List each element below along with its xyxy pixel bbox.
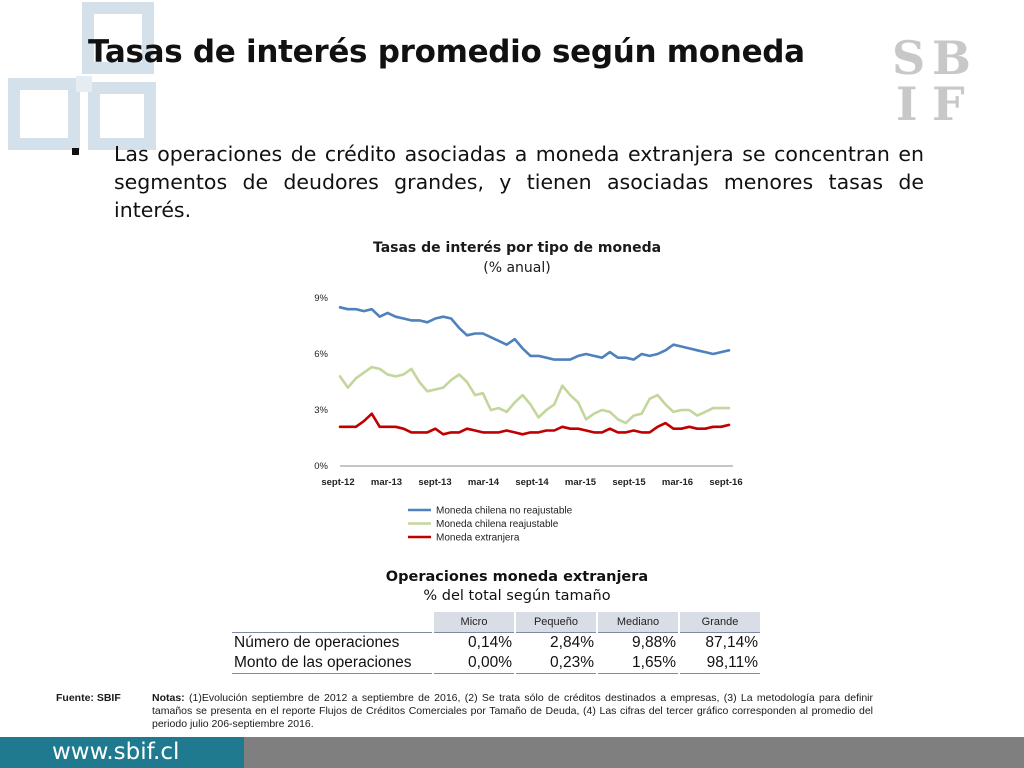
interest-rate-line-chart: 0% 3% 6% 9% sept-12 mar-13 sept-13 mar-14 sept-1… bbox=[314, 293, 742, 544]
series-line-3 bbox=[338, 412, 731, 436]
table-cell: 1,65% bbox=[598, 653, 678, 674]
table-header-blank bbox=[232, 612, 432, 632]
chart-title: Tasas de interés por tipo de moneda bbox=[372, 240, 662, 256]
y-tick-label: 9% bbox=[314, 293, 328, 304]
table-title: Operaciones moneda extranjera bbox=[385, 569, 649, 585]
y-tick-label: 3% bbox=[314, 405, 328, 416]
page-title: Tasas de interés promedio según moneda bbox=[88, 34, 805, 70]
table-row: Monto de las operaciones 0,00% 0,23% 1,6… bbox=[232, 653, 760, 674]
notes-label: Notas: bbox=[152, 692, 185, 704]
source-note: Fuente: SBIF bbox=[56, 692, 121, 704]
x-tick-label: sept-13 bbox=[418, 477, 451, 488]
x-tick-label: sept-15 bbox=[612, 477, 646, 488]
x-tick-label: sept-16 bbox=[709, 477, 742, 488]
table-cell: 98,11% bbox=[680, 653, 760, 674]
table-cell: 0,23% bbox=[516, 653, 596, 674]
table-subtitle: % del total según tamaño bbox=[423, 588, 611, 604]
y-tick-label: 0% bbox=[314, 461, 328, 472]
svg-text:F: F bbox=[932, 77, 965, 124]
table-cell: 9,88% bbox=[598, 632, 678, 653]
x-tick-label: mar-16 bbox=[662, 477, 693, 488]
table-row-label: Monto de las operaciones bbox=[232, 653, 432, 674]
table-cell: 0,00% bbox=[434, 653, 514, 674]
x-tick-label: mar-13 bbox=[371, 477, 402, 488]
table-header-micro: Micro bbox=[434, 612, 514, 632]
x-tick-label: sept-12 bbox=[321, 477, 354, 488]
series-line-1 bbox=[338, 305, 731, 361]
table-row: Número de operaciones 0,14% 2,84% 9,88% … bbox=[232, 632, 760, 653]
x-tick-label: mar-14 bbox=[468, 477, 500, 488]
legend-label: Moneda chilena no reajustable bbox=[436, 506, 573, 517]
footer-url-link[interactable]: www.sbif.cl bbox=[0, 737, 244, 768]
table-header-grande: Grande bbox=[680, 612, 760, 632]
x-tick-label: sept-14 bbox=[515, 477, 549, 488]
svg-text:S: S bbox=[892, 32, 925, 85]
table-header-mediano: Mediano bbox=[598, 612, 678, 632]
series-line-2 bbox=[338, 365, 731, 425]
table-row-label: Número de operaciones bbox=[232, 632, 432, 653]
legend-label: Moneda chilena reajustable bbox=[436, 519, 559, 530]
table-cell: 0,14% bbox=[434, 632, 514, 653]
chart-subtitle: (% anual) bbox=[483, 260, 551, 276]
foreign-currency-operations-table: Micro Pequeño Mediano Grande Número de o… bbox=[230, 612, 762, 674]
table-cell: 87,14% bbox=[680, 632, 760, 653]
sbif-logo: S B I F bbox=[892, 32, 971, 124]
notes-body: (1)Evolución septiembre de 2012 a septie… bbox=[152, 692, 874, 730]
svg-text:B: B bbox=[932, 32, 971, 85]
table-header-row: Micro Pequeño Mediano Grande bbox=[232, 612, 760, 632]
x-tick-label: mar-15 bbox=[565, 477, 597, 488]
svg-text:I: I bbox=[896, 77, 918, 124]
bullet-text: Las operaciones de crédito asociadas a m… bbox=[114, 142, 924, 222]
decorative-squares bbox=[8, 2, 156, 150]
y-tick-label: 6% bbox=[314, 349, 328, 360]
notes-text: Notas: (1)Evolución septiembre de 2012 a… bbox=[152, 692, 873, 731]
legend-label: Moneda extranjera bbox=[436, 533, 520, 544]
table-header-pequeno: Pequeño bbox=[516, 612, 596, 632]
bullet-marker bbox=[72, 148, 79, 155]
table-cell: 2,84% bbox=[516, 632, 596, 653]
bullet-point: Las operaciones de crédito asociadas a m… bbox=[72, 140, 924, 224]
